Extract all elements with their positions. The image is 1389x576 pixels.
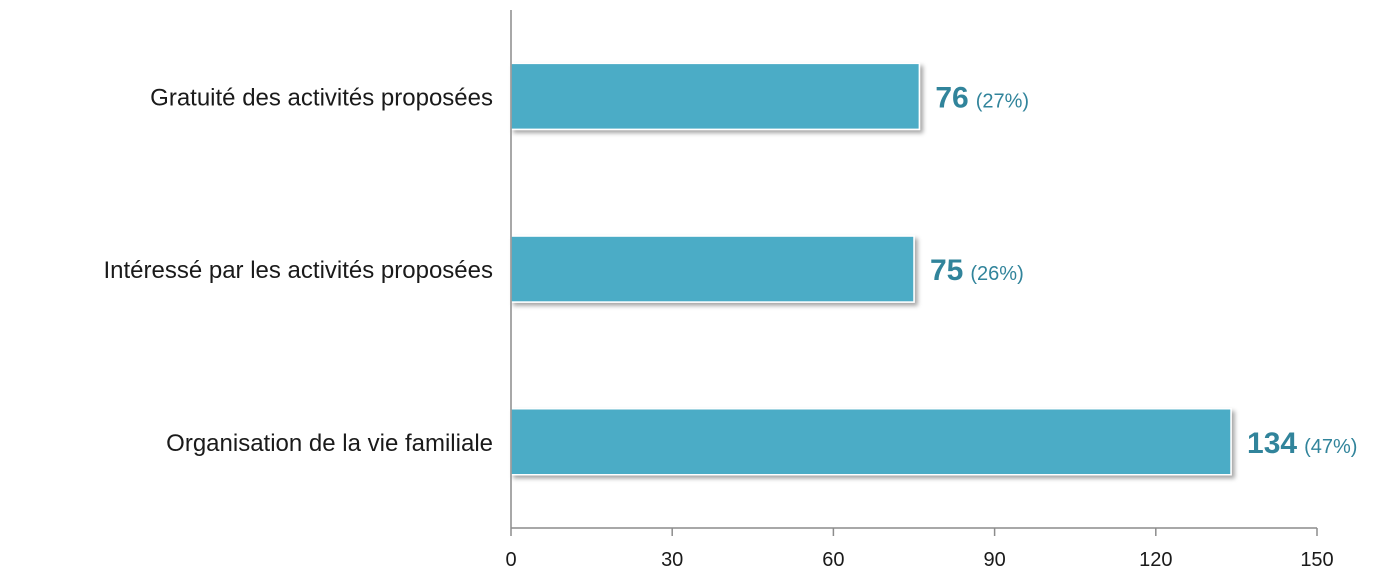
x-tick-label: 60 <box>822 549 844 571</box>
category-label: Intéressé par les activités proposées <box>103 257 493 284</box>
category-label: Gratuité des activités proposées <box>150 84 493 111</box>
value-label: 76 (27%) <box>935 81 1029 114</box>
x-tick-label: 150 <box>1300 549 1333 571</box>
bar <box>510 235 915 303</box>
value-percent: (47%) <box>1304 436 1357 458</box>
x-tick-label: 30 <box>661 549 683 571</box>
value-label: 75 (26%) <box>930 254 1024 287</box>
bar <box>510 62 921 131</box>
value-label: 134 (47%) <box>1247 427 1357 460</box>
category-label: Organisation de la vie familiale <box>166 430 493 457</box>
value-number: 76 <box>935 81 968 114</box>
x-tick-label: 90 <box>983 549 1005 571</box>
value-number: 75 <box>930 254 963 287</box>
bar <box>510 408 1232 476</box>
value-number: 134 <box>1247 427 1297 460</box>
x-tick-label: 0 <box>505 549 516 571</box>
x-tick-label: 120 <box>1139 549 1172 571</box>
value-percent: (27%) <box>976 90 1029 112</box>
value-percent: (26%) <box>970 263 1023 285</box>
